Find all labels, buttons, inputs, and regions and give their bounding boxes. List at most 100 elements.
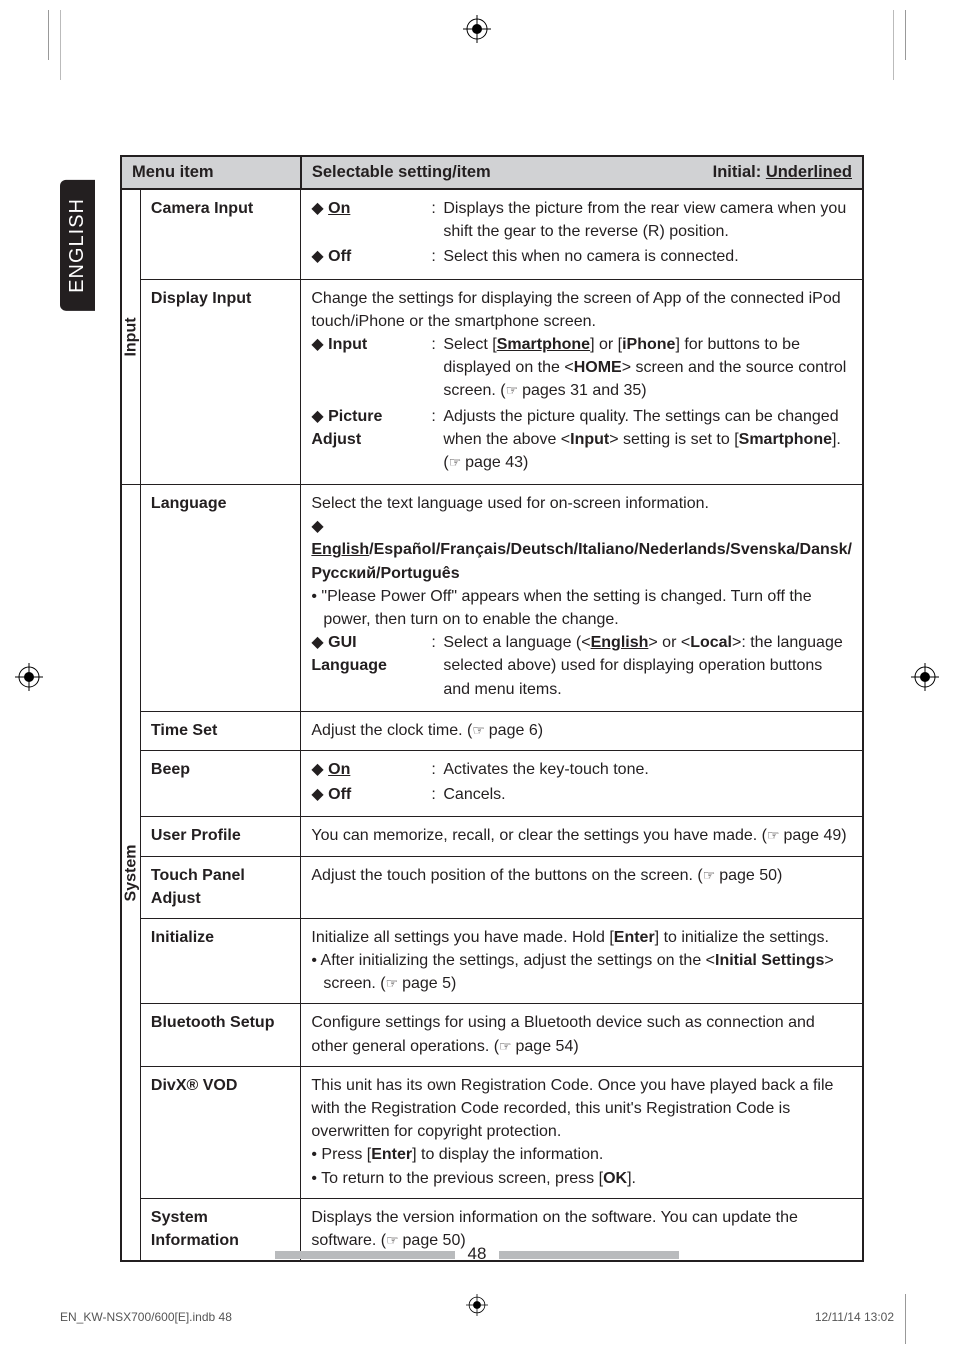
label-divx-vod: DivX® VOD xyxy=(140,1066,300,1198)
t: iPhone xyxy=(622,336,675,353)
bullet-icon xyxy=(311,1170,321,1187)
label-display-input: Display Input xyxy=(140,279,300,485)
row-beep: Beep ◆ On : Activates the key-touch tone… xyxy=(121,750,863,816)
t: ] or [ xyxy=(590,336,622,353)
row-time-set: Time Set Adjust the clock time. ( page 6) xyxy=(121,711,863,750)
t: Enter xyxy=(371,1146,412,1163)
gui-lang-desc: Select a language (<English> or <Local>:… xyxy=(443,631,852,701)
header-col2-text: Selectable setting/item xyxy=(312,163,491,181)
footer-right: 12/11/14 13:02 xyxy=(815,1310,894,1324)
language-bullet: "Please Power Off" appears when the sett… xyxy=(321,588,811,628)
setting-touch-panel: Adjust the touch position of the buttons… xyxy=(301,856,863,918)
language-intro: Select the text language used for on-scr… xyxy=(311,492,852,515)
t: ] to display the information. xyxy=(412,1146,603,1163)
page: ENGLISH Menu item Selectable setting/ite… xyxy=(0,0,954,1354)
t: page 6) xyxy=(489,722,543,739)
row-touch-panel: Touch Panel Adjust Adjust the touch posi… xyxy=(121,856,863,918)
crop-line-tl-v xyxy=(48,10,49,60)
setting-time-set: Adjust the clock time. ( page 6) xyxy=(301,711,863,750)
row-divx-vod: DivX® VOD This unit has its own Registra… xyxy=(121,1066,863,1198)
label-language: Language xyxy=(140,485,300,712)
row-initialize: Initialize Initialize all settings you h… xyxy=(121,918,863,1004)
gui-lang-key: GUI Language xyxy=(311,634,387,674)
setting-camera-input: ◆ On : Displays the picture from the rea… xyxy=(301,189,863,279)
t: Initialize all settings you have made. H… xyxy=(311,929,613,946)
t: Initial Settings xyxy=(715,952,824,969)
t: OK xyxy=(603,1170,627,1187)
registration-mark-right xyxy=(911,663,939,691)
crop-line-tr-v xyxy=(905,10,906,60)
t: ] to initialize the settings. xyxy=(655,929,829,946)
lang-rest: /Español/Français/Deutsch/Italiano/Neder… xyxy=(311,541,852,581)
t: Smartphone xyxy=(497,336,590,353)
lang-english: English xyxy=(311,541,369,558)
footer-registration-mark xyxy=(466,1294,488,1321)
label-beep: Beep xyxy=(140,750,300,816)
t: ]. xyxy=(627,1170,636,1187)
beep-on-key: On xyxy=(328,761,350,778)
t: Adjust the clock time. ( xyxy=(311,722,472,739)
row-bluetooth-setup: Bluetooth Setup Configure settings for u… xyxy=(121,1004,863,1066)
header-selectable: Selectable setting/item Initial: Underli… xyxy=(301,156,863,189)
beep-on-desc: Activates the key-touch tone. xyxy=(443,758,852,781)
group-input-cell: Input xyxy=(121,189,140,485)
camera-on-key: On xyxy=(328,200,350,217)
t: > or < xyxy=(648,634,690,651)
label-touch-panel: Touch Panel Adjust xyxy=(140,856,300,918)
t: After initializing the settings, adjust … xyxy=(321,952,715,969)
t: page 54) xyxy=(516,1038,579,1055)
label-camera-input: Camera Input xyxy=(140,189,300,279)
hand-icon xyxy=(386,975,402,992)
camera-on-desc: Displays the picture from the rear view … xyxy=(443,197,852,243)
setting-bluetooth-setup: Configure settings for using a Bluetooth… xyxy=(301,1004,863,1066)
t: page 43) xyxy=(465,454,528,471)
t: Select a language (< xyxy=(443,634,590,651)
crop-line-br-v xyxy=(905,1294,906,1344)
group-system-label: System xyxy=(119,844,142,901)
t: HOME xyxy=(574,359,622,376)
setting-beep: ◆ On : Activates the key-touch tone. ◆ O… xyxy=(301,750,863,816)
display-input-key: Input xyxy=(328,336,367,353)
page-number-bar: 48 xyxy=(0,1244,954,1264)
camera-off-desc: Select this when no camera is connected. xyxy=(443,245,852,268)
label-bluetooth-setup: Bluetooth Setup xyxy=(140,1004,300,1066)
hand-icon xyxy=(767,827,783,844)
t: pages 31 and 35) xyxy=(522,382,647,399)
page-bar-right xyxy=(499,1251,679,1259)
setting-user-profile: You can memorize, recall, or clear the s… xyxy=(301,817,863,856)
row-camera-input: Input Camera Input ◆ On : Displays the p… xyxy=(121,189,863,279)
bullet-icon xyxy=(311,952,320,969)
hand-icon xyxy=(499,1038,515,1055)
t: page 50) xyxy=(719,867,782,884)
row-user-profile: User Profile You can memorize, recall, o… xyxy=(121,817,863,856)
display-picture-desc: Adjusts the picture quality. The setting… xyxy=(443,405,852,475)
row-language: System Language Select the text language… xyxy=(121,485,863,712)
beep-off-key: Off xyxy=(328,786,351,803)
display-input-intro: Change the settings for displaying the s… xyxy=(311,287,852,333)
page-bar-left xyxy=(275,1251,455,1259)
footer-left: EN_KW-NSX700/600[E].indb 48 xyxy=(60,1310,232,1324)
language-tab: ENGLISH xyxy=(60,180,95,311)
hand-icon xyxy=(703,867,719,884)
label-initialize: Initialize xyxy=(140,918,300,1004)
registration-mark-left xyxy=(15,663,43,691)
t: You can memorize, recall, or clear the s… xyxy=(311,827,767,844)
table-header-row: Menu item Selectable setting/item Initia… xyxy=(121,156,863,189)
page-number: 48 xyxy=(468,1244,487,1263)
group-input-label: Input xyxy=(119,317,142,356)
t: Smartphone xyxy=(739,431,832,448)
t: Adjust the touch position of the buttons… xyxy=(311,867,702,884)
setting-language: Select the text language used for on-scr… xyxy=(301,485,863,712)
content-table-wrapper: Menu item Selectable setting/item Initia… xyxy=(120,155,864,1262)
crop-line-tr-v2 xyxy=(893,10,894,80)
t: Input xyxy=(570,431,609,448)
t: To return to the previous screen, press … xyxy=(321,1170,603,1187)
t: page 5) xyxy=(402,975,456,992)
label-time-set: Time Set xyxy=(140,711,300,750)
crop-line-tl-v2 xyxy=(60,10,61,80)
header-initial-value: Underlined xyxy=(766,163,852,181)
group-system-cell: System xyxy=(121,485,140,1262)
t: page 49) xyxy=(783,827,846,844)
hand-icon xyxy=(506,382,522,399)
bullet-icon xyxy=(311,1146,321,1163)
